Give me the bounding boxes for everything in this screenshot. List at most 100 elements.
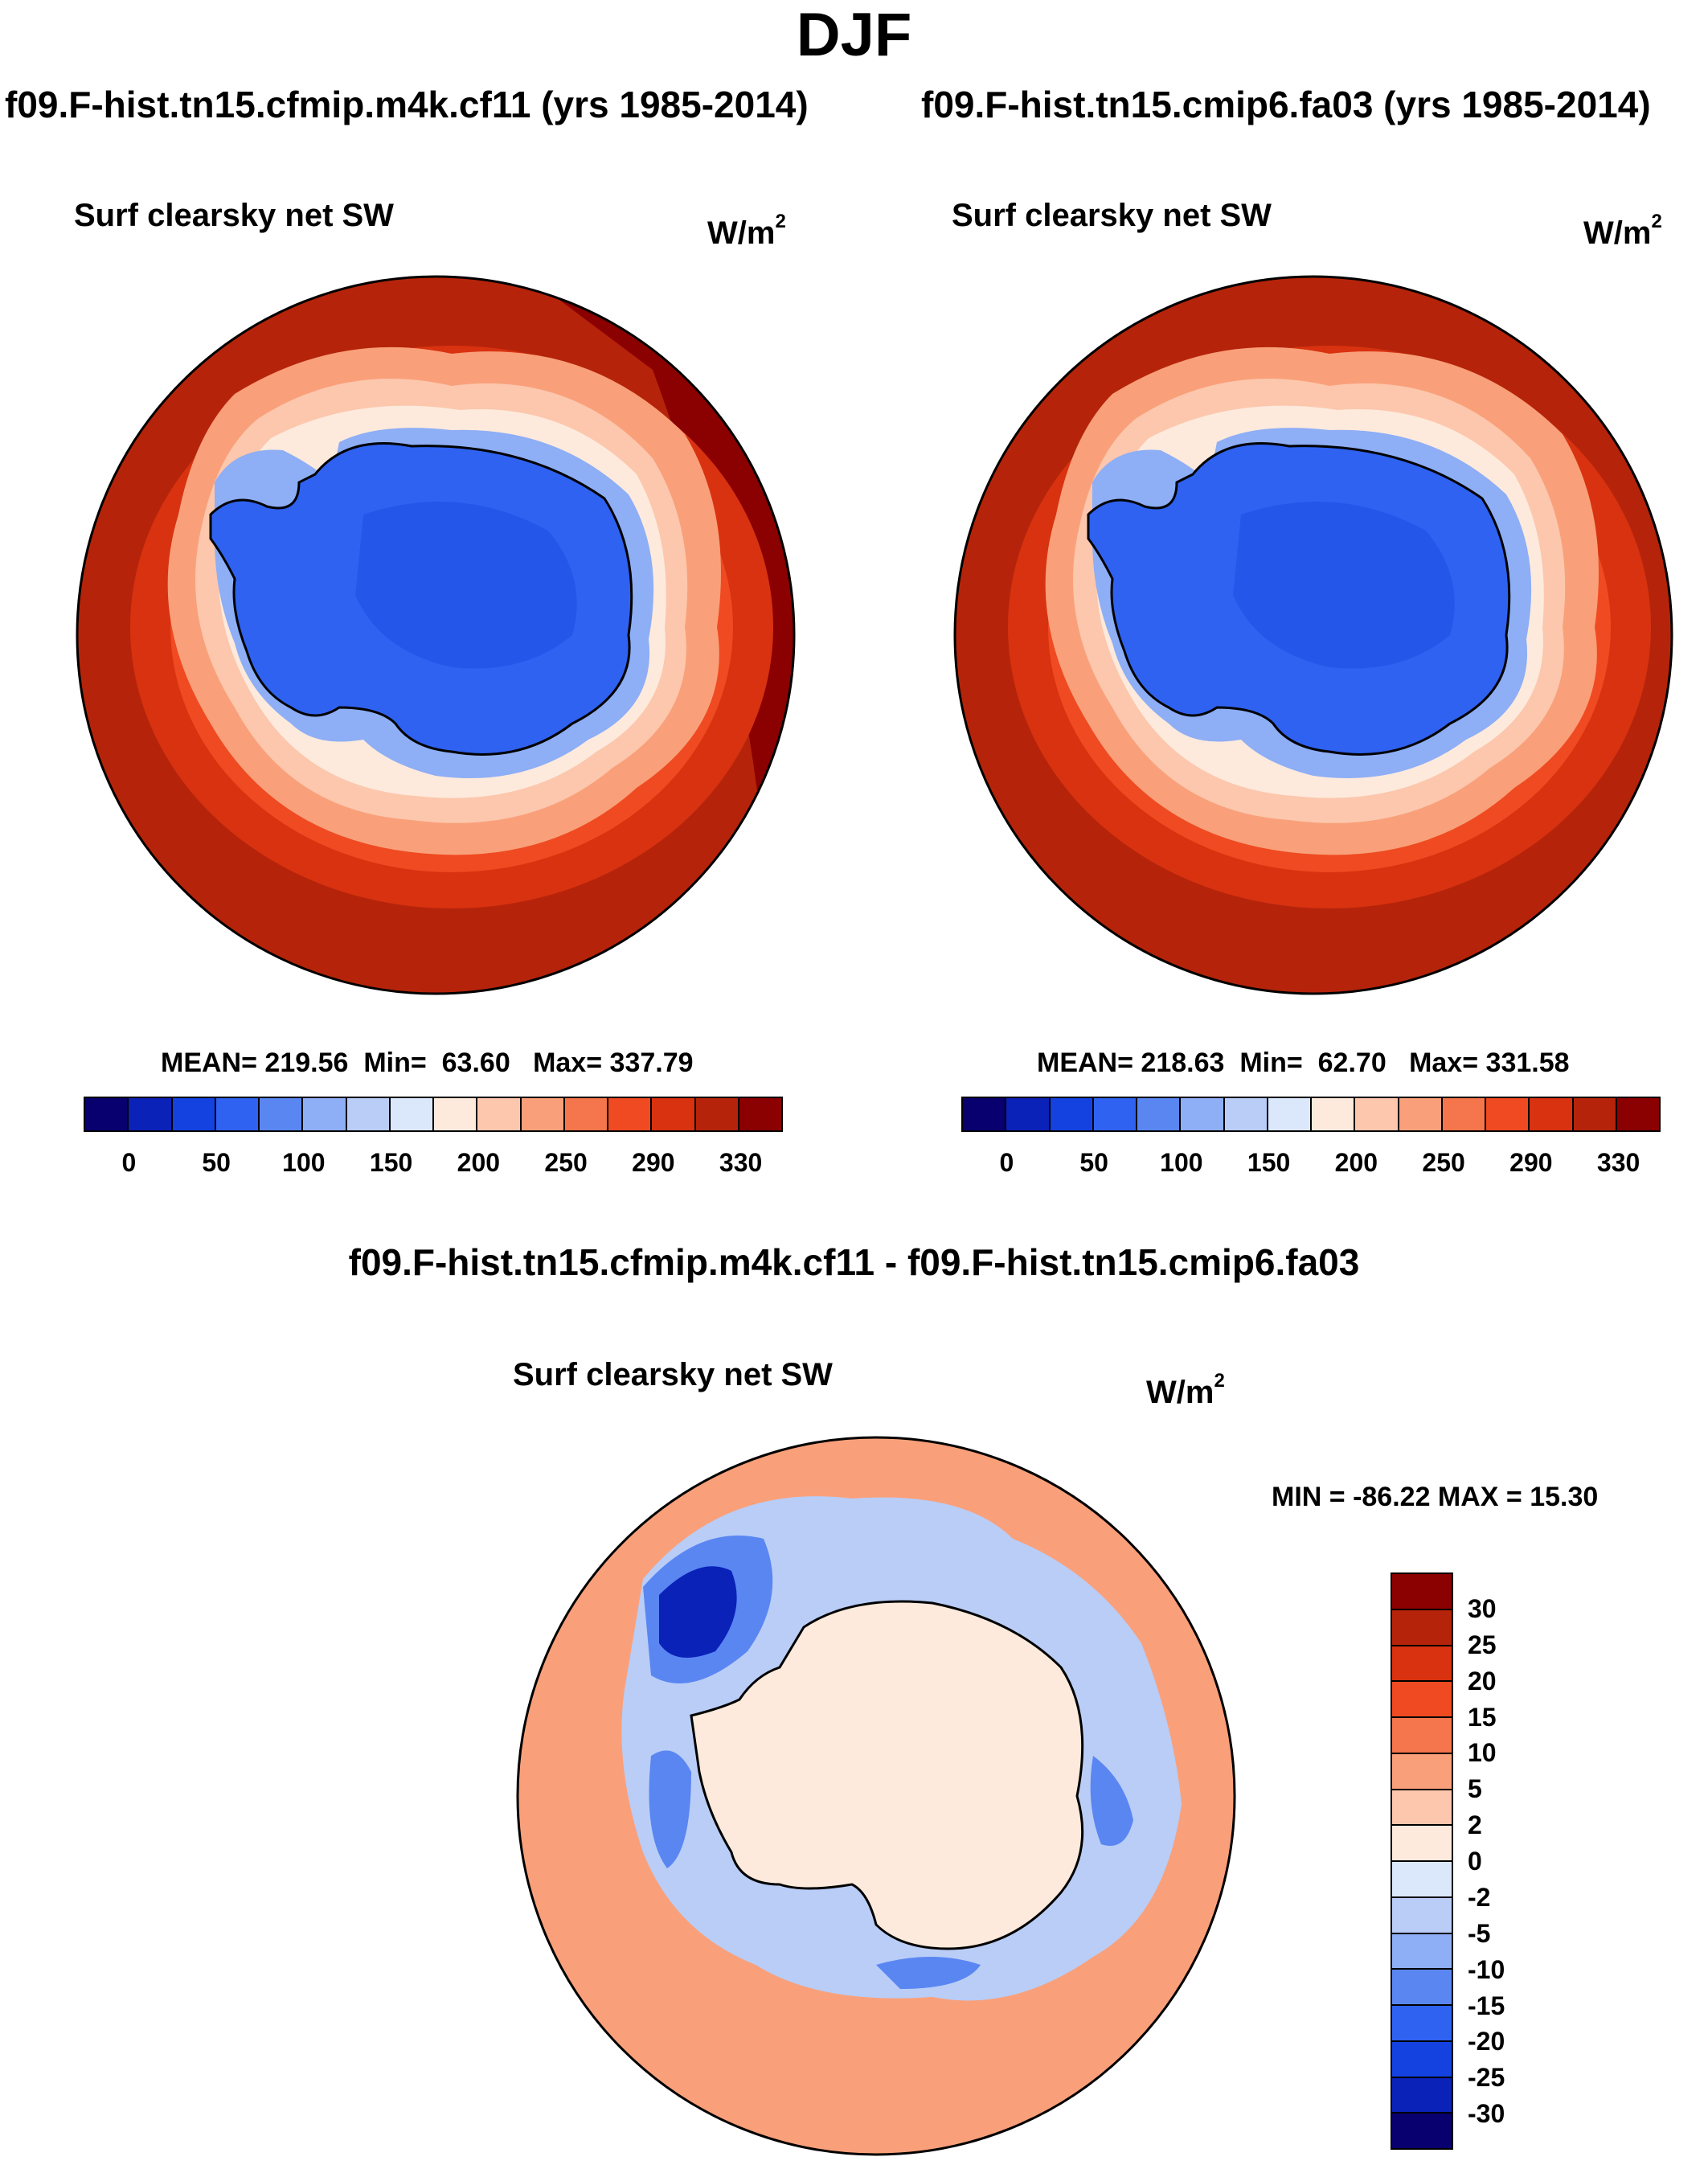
difference-variable-title: Surf clearsky net SW — [513, 1357, 833, 1392]
colorbar-swatch — [1312, 1098, 1356, 1130]
panel2-case-title: f09.F-hist.tn15.cmip6.fa03 (yrs 1985-201… — [921, 84, 1651, 125]
colorbar-swatch — [172, 1098, 216, 1130]
colorbar-tick-label: 290 — [632, 1148, 675, 1177]
difference-colorbar — [1391, 1572, 1453, 2150]
colorbar-tick-label: 50 — [1079, 1148, 1108, 1177]
colorbar-tick-label: 150 — [1247, 1148, 1291, 1177]
colorbar-swatch — [608, 1098, 653, 1130]
colorbar-swatch — [521, 1098, 565, 1130]
colorbar-swatch — [1392, 1753, 1452, 1790]
difference-colorbar-labels: 30 25 20 15 10 5 2 0 -2 -5 -10 -15 -20 -25 -30 — [1468, 1572, 1564, 2150]
panel2-colorbar — [961, 1097, 1661, 1132]
colorbar-swatch — [1392, 2077, 1452, 2114]
colorbar-tick-label: 330 — [719, 1148, 763, 1177]
difference-units: W/m2 — [1146, 1370, 1225, 1410]
difference-polar-map — [516, 1436, 1236, 2156]
colorbar-tick-label: 0 — [121, 1148, 137, 1177]
colorbar-tick-label: 200 — [457, 1148, 501, 1177]
colorbar-swatch — [215, 1098, 260, 1130]
colorbar-tick-label: 50 — [202, 1148, 231, 1177]
panel1-polar-map — [76, 275, 796, 995]
colorbar-swatch — [1006, 1098, 1051, 1130]
colorbar-tick-label: 250 — [1422, 1148, 1465, 1177]
colorbar-swatch — [1392, 1718, 1452, 1754]
colorbar-swatch — [1392, 1790, 1452, 1827]
colorbar-swatch — [303, 1098, 347, 1130]
panel1-case-title: f09.F-hist.tn15.cfmip.m4k.cf11 (yrs 1985… — [5, 84, 809, 125]
colorbar-tick-label: -25 — [1468, 2063, 1505, 2093]
colorbar-tick-label: 15 — [1468, 1702, 1497, 1732]
colorbar-swatch — [695, 1098, 739, 1130]
colorbar-swatch — [1392, 1970, 1452, 2006]
colorbar-swatch — [652, 1098, 696, 1130]
colorbar-swatch — [1392, 1897, 1452, 1934]
colorbar-swatch — [1392, 1862, 1452, 1898]
colorbar-swatch — [1355, 1098, 1399, 1130]
panel1-statistics: MEAN= 219.56 Min= 63.60 Max= 337.79 — [161, 1048, 694, 1078]
panel1-variable-title: Surf clearsky net SW — [74, 198, 394, 233]
colorbar-swatch — [260, 1098, 304, 1130]
colorbar-tick-label: 100 — [282, 1148, 326, 1177]
colorbar-swatch — [1399, 1098, 1443, 1130]
colorbar-swatch — [1616, 1098, 1659, 1130]
colorbar-swatch — [85, 1098, 129, 1130]
colorbar-tick-label: 10 — [1468, 1738, 1497, 1768]
colorbar-swatch — [1442, 1098, 1486, 1130]
colorbar-tick-label: 30 — [1468, 1593, 1497, 1623]
colorbar-swatch — [1181, 1098, 1225, 1130]
colorbar-tick-label: 5 — [1468, 1774, 1482, 1804]
colorbar-swatch — [1392, 1646, 1452, 1683]
colorbar-tick-label: -20 — [1468, 2027, 1505, 2056]
colorbar-swatch — [1093, 1098, 1137, 1130]
colorbar-swatch — [1530, 1098, 1574, 1130]
colorbar-tick-label: 2 — [1468, 1810, 1482, 1840]
colorbar-swatch — [1392, 2006, 1452, 2042]
colorbar-swatch — [1268, 1098, 1312, 1130]
colorbar-swatch — [1573, 1098, 1617, 1130]
colorbar-swatch — [1050, 1098, 1094, 1130]
colorbar-tick-label: -5 — [1468, 1918, 1491, 1948]
colorbar-swatch — [1392, 1609, 1452, 1646]
colorbar-swatch — [129, 1098, 173, 1130]
colorbar-tick-label: -2 — [1468, 1882, 1491, 1912]
colorbar-swatch — [390, 1098, 434, 1130]
colorbar-swatch — [1137, 1098, 1182, 1130]
colorbar-tick-label: -10 — [1468, 1954, 1505, 1984]
colorbar-tick-label: 250 — [544, 1148, 588, 1177]
colorbar-swatch — [434, 1098, 478, 1130]
difference-title: f09.F-hist.tn15.cfmip.m4k.cf11 - f09.F-h… — [348, 1241, 1360, 1283]
panel1-colorbar-labels: 0 50 100 150 200 250 290 330 — [84, 1148, 783, 1180]
colorbar-tick-label: 330 — [1596, 1148, 1640, 1177]
colorbar-tick-label: 150 — [369, 1148, 413, 1177]
colorbar-tick-label: 200 — [1334, 1148, 1378, 1177]
colorbar-swatch — [477, 1098, 522, 1130]
colorbar-tick-label: 20 — [1468, 1666, 1497, 1696]
panel2-units: W/m2 — [1583, 211, 1662, 251]
difference-minmax: MIN = -86.22 MAX = 15.30 — [1272, 1482, 1599, 1512]
colorbar-tick-label: 0 — [1468, 1847, 1482, 1876]
colorbar-swatch — [346, 1098, 391, 1130]
colorbar-tick-label: -15 — [1468, 1991, 1505, 2020]
colorbar-swatch — [564, 1098, 608, 1130]
colorbar-tick-label: 25 — [1468, 1630, 1497, 1659]
colorbar-swatch — [1224, 1098, 1268, 1130]
colorbar-swatch — [1392, 2041, 1452, 2078]
colorbar-swatch — [1392, 1933, 1452, 1970]
panel1-units: W/m2 — [707, 211, 786, 251]
colorbar-swatch — [739, 1098, 781, 1130]
panel2-variable-title: Surf clearsky net SW — [952, 198, 1272, 233]
colorbar-tick-label: 290 — [1509, 1148, 1553, 1177]
colorbar-swatch — [1392, 1574, 1452, 1610]
page-title: DJF — [796, 1, 912, 69]
colorbar-swatch — [1392, 1682, 1452, 1718]
panel2-polar-map — [953, 275, 1673, 995]
colorbar-tick-label: 100 — [1160, 1148, 1203, 1177]
colorbar-swatch — [963, 1098, 1007, 1130]
panel2-colorbar-labels: 0 50 100 150 200 250 290 330 — [961, 1148, 1661, 1180]
panel1-colorbar — [84, 1097, 783, 1132]
colorbar-swatch — [1392, 2114, 1452, 2148]
colorbar-swatch — [1486, 1098, 1530, 1130]
colorbar-tick-label: -30 — [1468, 2099, 1505, 2129]
colorbar-swatch — [1392, 1826, 1452, 1862]
panel2-statistics: MEAN= 218.63 Min= 62.70 Max= 331.58 — [1037, 1048, 1570, 1078]
